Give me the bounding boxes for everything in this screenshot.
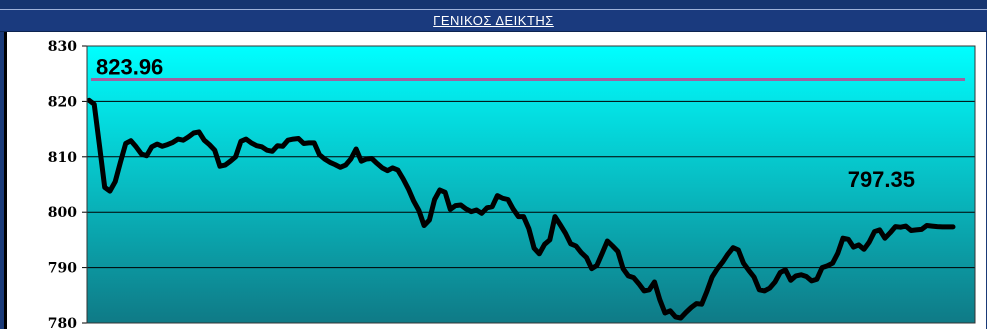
chart-frame: 830 820 810 800 790 780 823.96 797.35 bbox=[4, 32, 986, 329]
last-value-label: 797.35 bbox=[848, 167, 915, 192]
y-tick-label: 830 bbox=[48, 39, 77, 55]
line-chart: 830 820 810 800 790 780 823.96 797.35 bbox=[7, 32, 986, 329]
y-tick-label: 790 bbox=[48, 261, 77, 277]
y-tick-label: 800 bbox=[48, 205, 77, 221]
reference-value-label: 823.96 bbox=[96, 54, 163, 79]
chart-header: ΓΕΝΙΚΟΣ ΔΕΙΚΤΗΣ bbox=[0, 9, 987, 32]
top-strip bbox=[0, 0, 987, 9]
chart-title: ΓΕΝΙΚΟΣ ΔΕΙΚΤΗΣ bbox=[433, 13, 554, 28]
y-tick-label: 820 bbox=[48, 94, 77, 110]
y-tick-label: 810 bbox=[48, 150, 77, 166]
plot-area bbox=[87, 46, 975, 323]
y-tick-label: 780 bbox=[48, 316, 77, 329]
